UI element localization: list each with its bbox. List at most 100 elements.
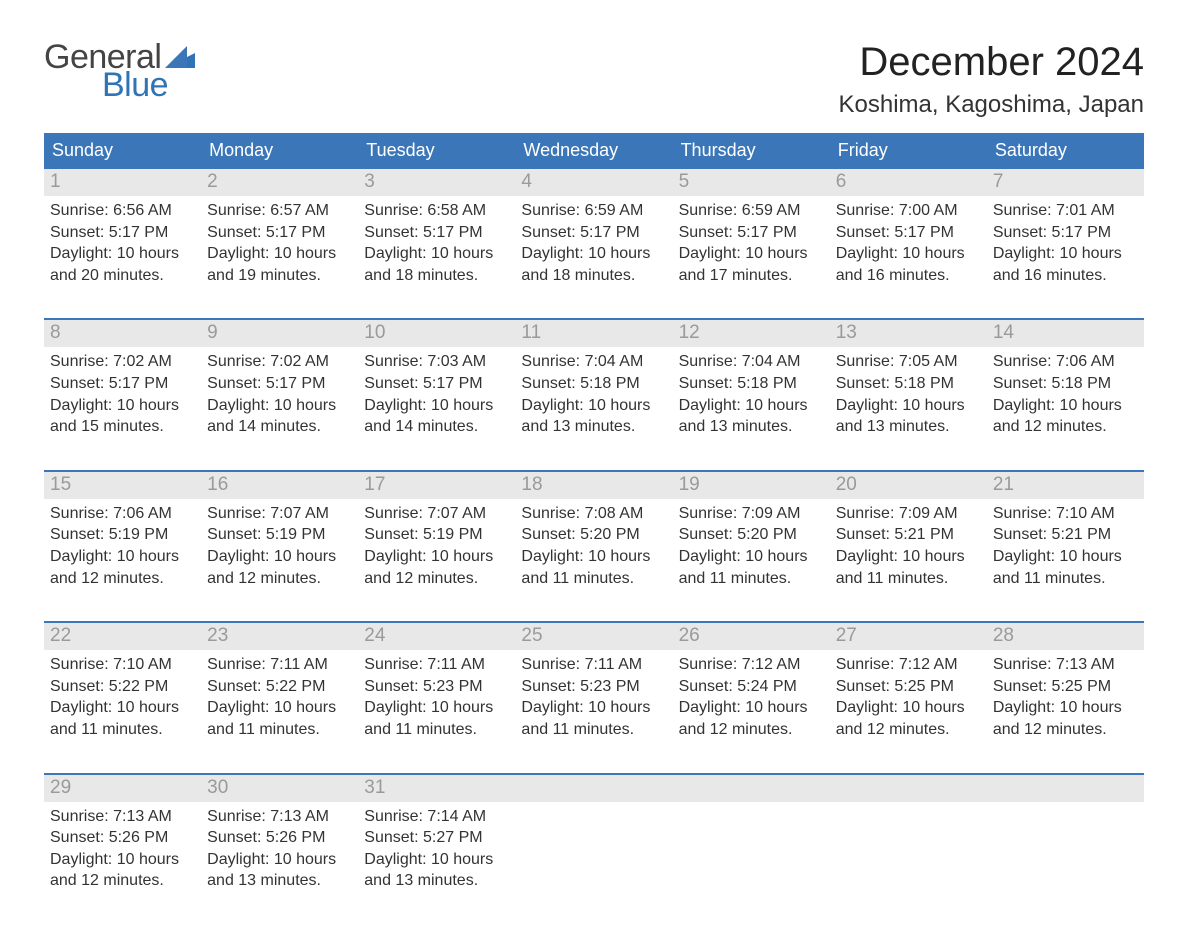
- day-number: 19: [673, 472, 830, 499]
- sunrise-line: Sunrise: 7:11 AM: [521, 654, 666, 676]
- daylight-line-2: and 12 minutes.: [993, 416, 1138, 438]
- daylight-line-2: and 20 minutes.: [50, 265, 195, 287]
- daylight-line-2: and 13 minutes.: [836, 416, 981, 438]
- day-number: 29: [44, 775, 201, 802]
- day-cell: Sunrise: 7:13 AMSunset: 5:26 PMDaylight:…: [201, 802, 358, 892]
- weekday-header: Friday: [830, 133, 987, 169]
- sunrise-line: Sunrise: 7:14 AM: [364, 806, 509, 828]
- sunrise-line: Sunrise: 7:11 AM: [207, 654, 352, 676]
- daylight-line-1: Daylight: 10 hours: [207, 697, 352, 719]
- day-number: 12: [673, 320, 830, 347]
- sunset-line: Sunset: 5:19 PM: [364, 524, 509, 546]
- day-cell: Sunrise: 7:06 AMSunset: 5:19 PMDaylight:…: [44, 499, 201, 589]
- day-number: 13: [830, 320, 987, 347]
- sunset-line: Sunset: 5:17 PM: [679, 222, 824, 244]
- day-cell: Sunrise: 7:01 AMSunset: 5:17 PMDaylight:…: [987, 196, 1144, 286]
- daylight-line-1: Daylight: 10 hours: [364, 849, 509, 871]
- weekday-header: Thursday: [673, 133, 830, 169]
- daylight-line-1: Daylight: 10 hours: [679, 697, 824, 719]
- sunset-line: Sunset: 5:17 PM: [993, 222, 1138, 244]
- day-number: 24: [358, 623, 515, 650]
- daylight-line-1: Daylight: 10 hours: [993, 243, 1138, 265]
- day-number: 22: [44, 623, 201, 650]
- day-cell: [515, 802, 672, 892]
- day-number: 11: [515, 320, 672, 347]
- sunset-line: Sunset: 5:21 PM: [993, 524, 1138, 546]
- day-cell: Sunrise: 7:10 AMSunset: 5:22 PMDaylight:…: [44, 650, 201, 740]
- day-number: 31: [358, 775, 515, 802]
- daylight-line-1: Daylight: 10 hours: [836, 697, 981, 719]
- sunrise-line: Sunrise: 7:09 AM: [679, 503, 824, 525]
- sunset-line: Sunset: 5:18 PM: [679, 373, 824, 395]
- sunset-line: Sunset: 5:22 PM: [50, 676, 195, 698]
- day-number: 8: [44, 320, 201, 347]
- day-body-row: Sunrise: 7:13 AMSunset: 5:26 PMDaylight:…: [44, 802, 1144, 892]
- top-bar: General Blue December 2024 Koshima, Kago…: [44, 40, 1144, 119]
- day-number-band: 1234567: [44, 169, 1144, 196]
- sunset-line: Sunset: 5:18 PM: [993, 373, 1138, 395]
- daylight-line-2: and 11 minutes.: [679, 568, 824, 590]
- logo: General Blue: [44, 40, 195, 102]
- daylight-line-2: and 18 minutes.: [364, 265, 509, 287]
- location-subtitle: Koshima, Kagoshima, Japan: [838, 91, 1144, 119]
- day-number: 30: [201, 775, 358, 802]
- day-cell: Sunrise: 7:11 AMSunset: 5:23 PMDaylight:…: [515, 650, 672, 740]
- daylight-line-2: and 11 minutes.: [521, 568, 666, 590]
- day-number: 1: [44, 169, 201, 196]
- daylight-line-1: Daylight: 10 hours: [364, 697, 509, 719]
- daylight-line-2: and 13 minutes.: [207, 870, 352, 892]
- day-cell: Sunrise: 7:05 AMSunset: 5:18 PMDaylight:…: [830, 347, 987, 437]
- daylight-line-2: and 19 minutes.: [207, 265, 352, 287]
- day-number: 21: [987, 472, 1144, 499]
- day-cell: Sunrise: 7:13 AMSunset: 5:25 PMDaylight:…: [987, 650, 1144, 740]
- sunset-line: Sunset: 5:26 PM: [50, 827, 195, 849]
- day-number: 16: [201, 472, 358, 499]
- day-cell: Sunrise: 7:11 AMSunset: 5:23 PMDaylight:…: [358, 650, 515, 740]
- daylight-line-2: and 17 minutes.: [679, 265, 824, 287]
- daylight-line-1: Daylight: 10 hours: [207, 395, 352, 417]
- daylight-line-1: Daylight: 10 hours: [836, 395, 981, 417]
- day-cell: Sunrise: 7:07 AMSunset: 5:19 PMDaylight:…: [201, 499, 358, 589]
- sunrise-line: Sunrise: 7:09 AM: [836, 503, 981, 525]
- daylight-line-1: Daylight: 10 hours: [993, 697, 1138, 719]
- day-cell: Sunrise: 6:59 AMSunset: 5:17 PMDaylight:…: [515, 196, 672, 286]
- day-number: 17: [358, 472, 515, 499]
- daylight-line-1: Daylight: 10 hours: [521, 243, 666, 265]
- sunrise-line: Sunrise: 7:04 AM: [521, 351, 666, 373]
- sunset-line: Sunset: 5:27 PM: [364, 827, 509, 849]
- daylight-line-2: and 11 minutes.: [521, 719, 666, 741]
- day-number: [673, 775, 830, 802]
- daylight-line-1: Daylight: 10 hours: [364, 395, 509, 417]
- sunrise-line: Sunrise: 7:11 AM: [364, 654, 509, 676]
- sunset-line: Sunset: 5:23 PM: [521, 676, 666, 698]
- sunset-line: Sunset: 5:19 PM: [50, 524, 195, 546]
- day-number: 28: [987, 623, 1144, 650]
- day-number: 9: [201, 320, 358, 347]
- title-area: December 2024 Koshima, Kagoshima, Japan: [838, 40, 1144, 119]
- sunrise-line: Sunrise: 7:02 AM: [50, 351, 195, 373]
- daylight-line-1: Daylight: 10 hours: [207, 849, 352, 871]
- daylight-line-2: and 12 minutes.: [993, 719, 1138, 741]
- day-number: 4: [515, 169, 672, 196]
- sunrise-line: Sunrise: 7:13 AM: [993, 654, 1138, 676]
- day-cell: Sunrise: 7:13 AMSunset: 5:26 PMDaylight:…: [44, 802, 201, 892]
- day-number: 27: [830, 623, 987, 650]
- daylight-line-1: Daylight: 10 hours: [679, 395, 824, 417]
- day-cell: Sunrise: 7:03 AMSunset: 5:17 PMDaylight:…: [358, 347, 515, 437]
- daylight-line-1: Daylight: 10 hours: [50, 546, 195, 568]
- day-number: 7: [987, 169, 1144, 196]
- daylight-line-2: and 18 minutes.: [521, 265, 666, 287]
- sunset-line: Sunset: 5:17 PM: [521, 222, 666, 244]
- sunset-line: Sunset: 5:24 PM: [679, 676, 824, 698]
- weekday-header: Saturday: [987, 133, 1144, 169]
- sunrise-line: Sunrise: 6:56 AM: [50, 200, 195, 222]
- day-cell: Sunrise: 7:12 AMSunset: 5:24 PMDaylight:…: [673, 650, 830, 740]
- day-number: 26: [673, 623, 830, 650]
- day-cell: Sunrise: 7:14 AMSunset: 5:27 PMDaylight:…: [358, 802, 515, 892]
- day-cell: Sunrise: 6:58 AMSunset: 5:17 PMDaylight:…: [358, 196, 515, 286]
- sunrise-line: Sunrise: 7:04 AM: [679, 351, 824, 373]
- day-cell: Sunrise: 7:09 AMSunset: 5:21 PMDaylight:…: [830, 499, 987, 589]
- sunrise-line: Sunrise: 7:05 AM: [836, 351, 981, 373]
- sunset-line: Sunset: 5:25 PM: [993, 676, 1138, 698]
- daylight-line-1: Daylight: 10 hours: [207, 243, 352, 265]
